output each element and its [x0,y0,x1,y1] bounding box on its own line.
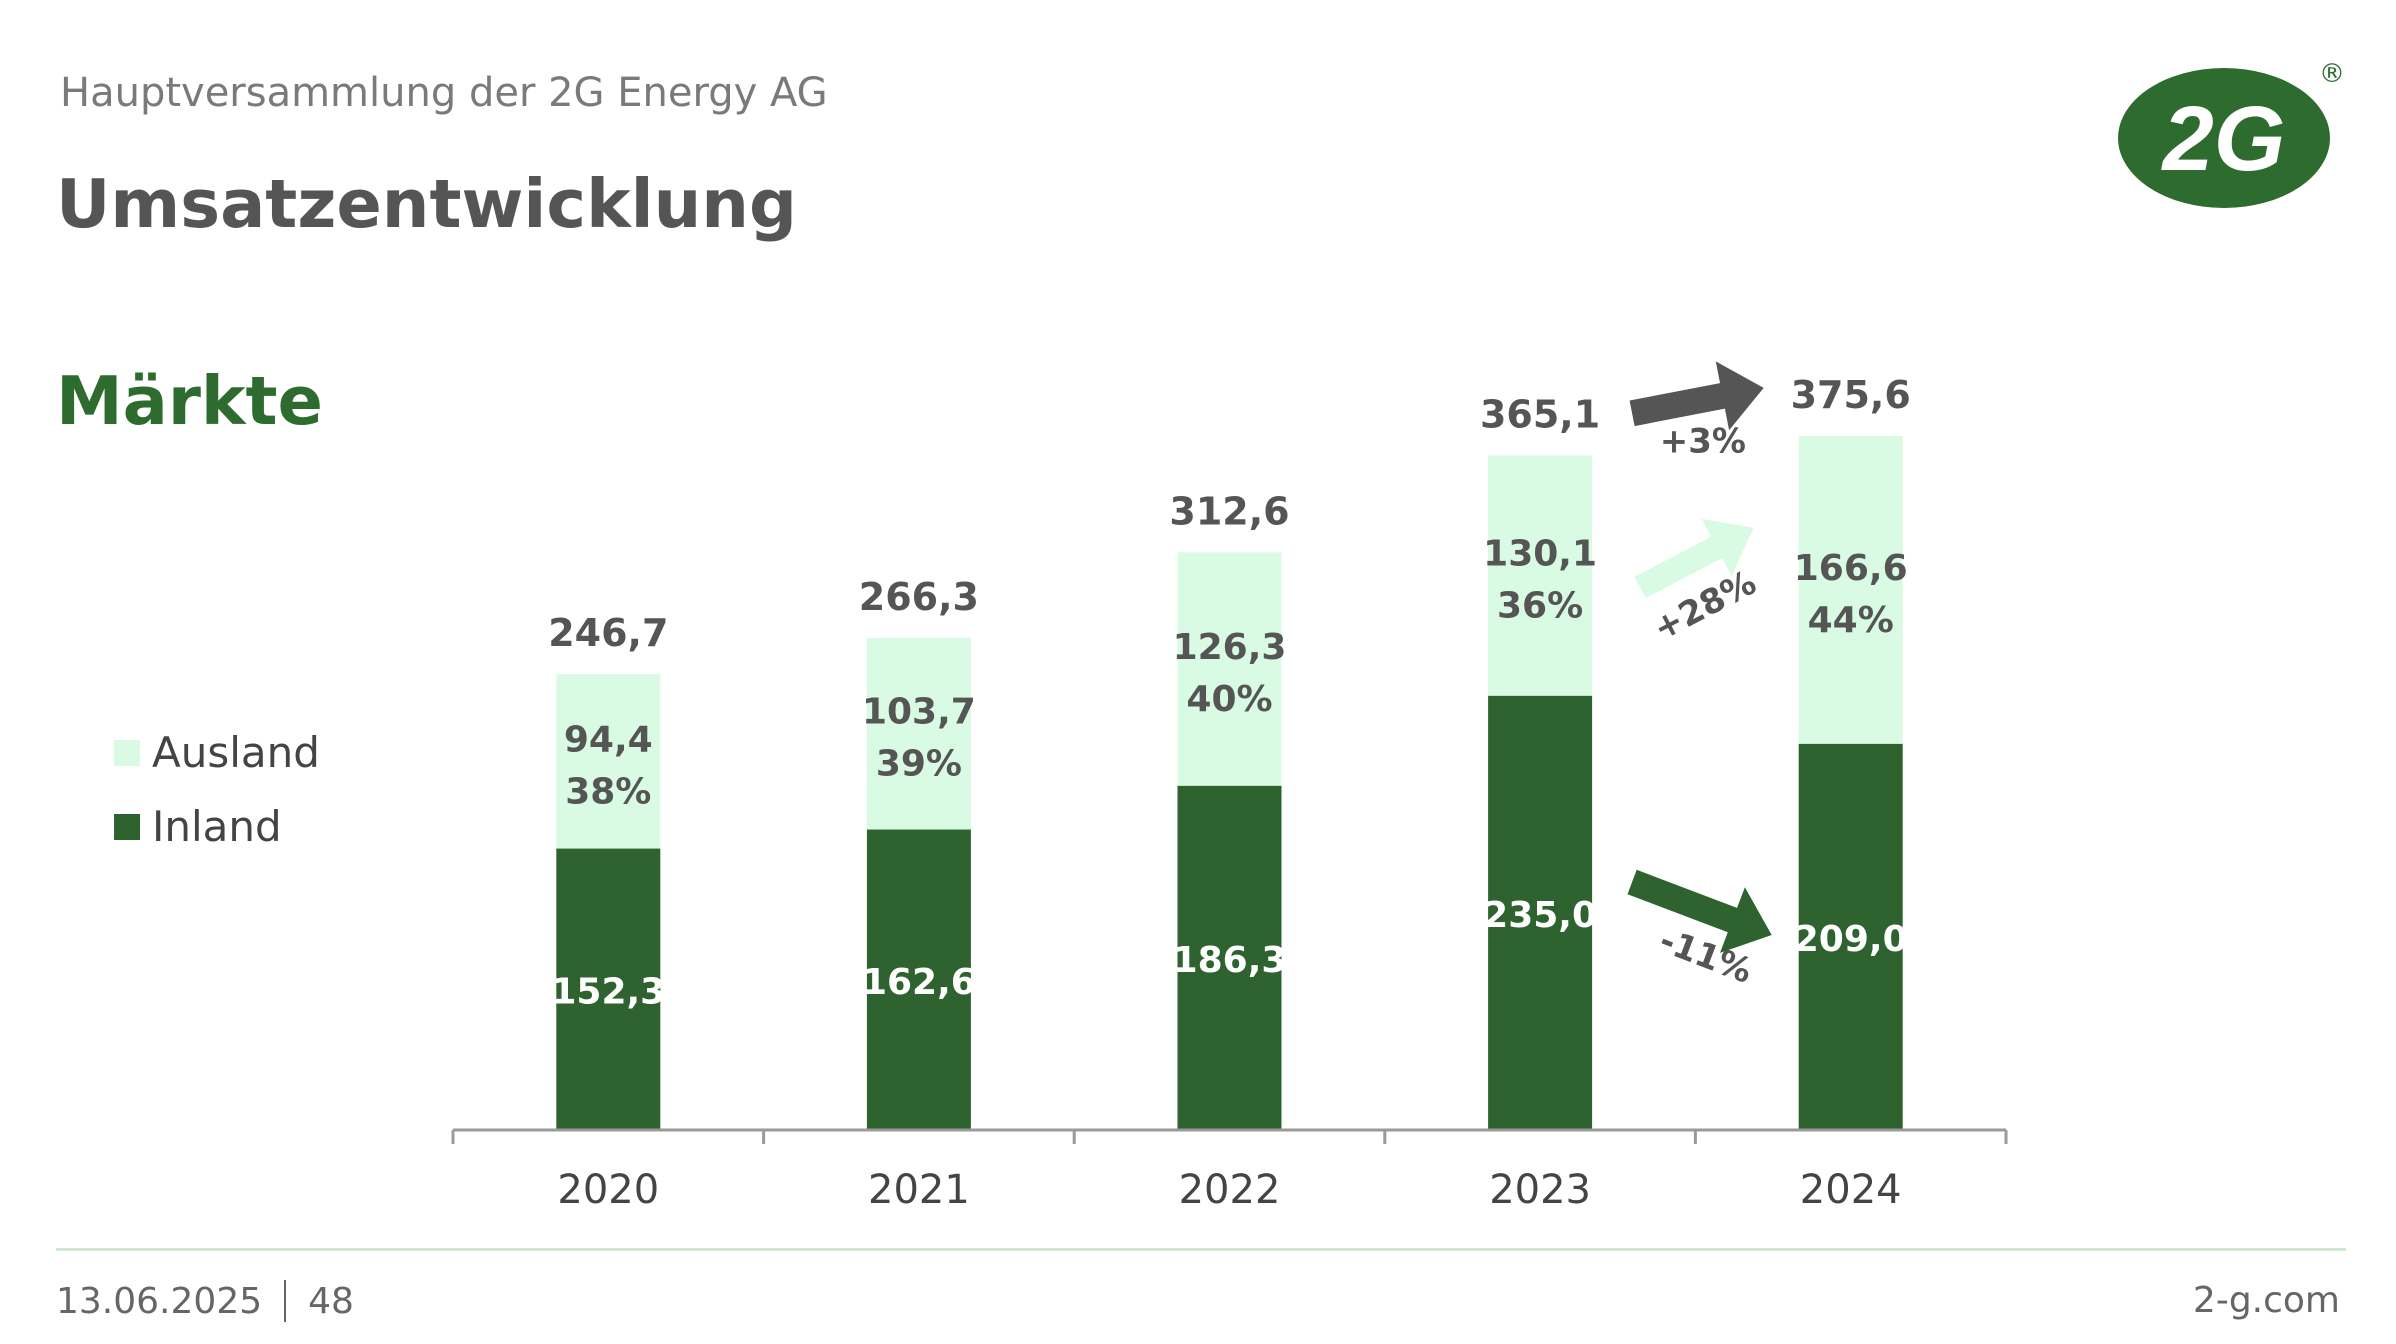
label-inland-2023: 235,0 [1483,895,1597,936]
label-total-2021: 266,3 [859,575,979,619]
bar-inland-2021 [866,829,971,1130]
x-tick-label-2021: 2021 [868,1167,970,1213]
logo-text: 2G [2161,88,2286,190]
label-ausland-2023: 130,1 [1483,534,1597,575]
bar-inland-2022 [1177,785,1282,1130]
logo-registered-mark: ® [2319,59,2345,89]
legend-swatch-inland [114,813,140,840]
growth-arrows: +3%+28%-11% [1627,361,1772,992]
presentation-overline: Hauptversammlung der 2G Energy AG [60,70,828,116]
label-inland-2024: 209,0 [1794,919,1908,960]
bar-ausland-2021 [866,637,971,830]
x-tick-label-2024: 2024 [1800,1167,1902,1213]
logo-ellipse [2118,68,2330,208]
bars-group: 152,3 94,4 38% 246,7 162,6 103,7 39% 266,3 186,3… [548,373,1911,1130]
label-ausland-2022: 126,3 [1173,627,1287,668]
label-total-2023: 365,1 [1480,392,1600,436]
label-total-2024: 375,6 [1791,373,1911,417]
footer-divider [56,1248,2346,1251]
legend-swatch-ausland [114,739,140,766]
bar-ausland-2024 [1798,435,1903,744]
annotation-total-growth: +3% [1660,422,1746,462]
label-ausland-share-2023: 36% [1497,586,1583,627]
label-ausland-share-2020: 38% [565,771,651,812]
label-inland-2021: 162,6 [862,962,976,1003]
label-inland-2022: 186,3 [1173,940,1287,981]
bar-inland-2024 [1798,743,1903,1130]
bar-ausland-2020 [556,674,661,849]
company-logo: 2G ® [2118,59,2345,208]
footer-meta: 13.06.2025 48 [56,1280,354,1322]
legend-label-inland: Inland [152,802,282,851]
label-total-2020: 246,7 [548,611,668,655]
arrow-total-growth [1629,361,1764,431]
legend-item-inland: Inland [114,802,282,851]
footer-date: 13.06.2025 [56,1280,263,1322]
x-tick-label-2020: 2020 [557,1167,659,1213]
label-ausland-share-2024: 44% [1808,600,1894,641]
arrow-ausland-growth [1634,518,1754,599]
footer-website: 2-g.com [2192,1280,2340,1321]
label-ausland-2024: 166,6 [1794,548,1908,589]
section-subtitle: Märkte [56,362,323,440]
bar-ausland-2022 [1177,552,1282,786]
legend-item-ausland: Ausland [114,728,320,777]
footer-separator [284,1280,287,1322]
bar-inland-2023 [1488,695,1593,1130]
label-ausland-2021: 103,7 [862,692,976,733]
arrow-inland-decline [1627,869,1772,953]
label-ausland-2020: 94,4 [564,719,653,760]
bar-inland-2020 [556,848,661,1130]
legend-label-ausland: Ausland [152,728,320,777]
footer-page-number: 48 [308,1280,354,1322]
x-tick-label-2022: 2022 [1179,1167,1281,1213]
page-title: Umsatzentwicklung [56,165,797,243]
label-ausland-share-2021: 39% [876,744,962,785]
label-ausland-share-2022: 40% [1186,679,1272,720]
x-tick-label-2023: 2023 [1489,1167,1591,1213]
x-axis: 2020 2021 2022 2023 2024 [451,1128,2008,1213]
label-total-2022: 312,6 [1169,489,1289,533]
label-inland-2020: 152,3 [551,971,665,1012]
bar-ausland-2023 [1488,455,1593,696]
